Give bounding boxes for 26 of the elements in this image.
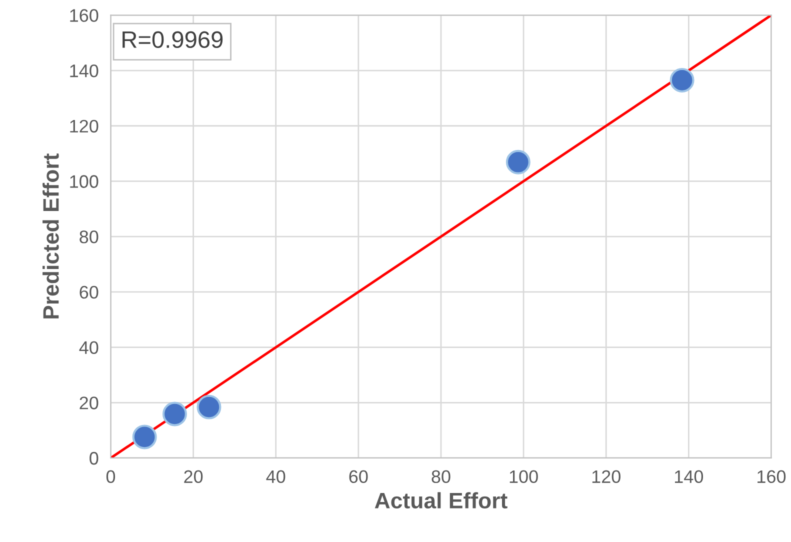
x-tick-label: 160 (758, 470, 786, 484)
y-tick-label: 40 (79, 341, 98, 354)
y-tick-label: 100 (70, 175, 98, 188)
x-tick-label: 100 (510, 470, 538, 484)
y-tick-label: 80 (80, 230, 98, 244)
y-tick-label: 160 (70, 9, 98, 22)
point (196, 394, 222, 420)
point (506, 150, 530, 174)
annotation: R=0.9969 (122, 31, 223, 48)
y-axis-title: Predicted Effort (42, 154, 59, 318)
x-tick-label: 120 (592, 470, 620, 484)
x-tick-label: 20 (184, 470, 203, 484)
x-tick-label: 80 (432, 470, 450, 484)
x-tick-label: 140 (674, 470, 704, 484)
y-tick-label: 60 (80, 286, 98, 299)
point (132, 424, 157, 450)
x-tick-label: 40 (266, 470, 286, 484)
x-tick-label: 0 (106, 470, 116, 484)
point (162, 402, 187, 426)
x-axis-title: Actual Effort (374, 492, 508, 509)
y-tick-label: 20 (80, 396, 98, 410)
point (670, 68, 694, 92)
x-tick-label: 60 (349, 470, 368, 484)
y-tick-label: 0 (90, 452, 98, 465)
y-tick-label: 140 (70, 64, 98, 78)
y-tick-label: 120 (70, 120, 98, 133)
